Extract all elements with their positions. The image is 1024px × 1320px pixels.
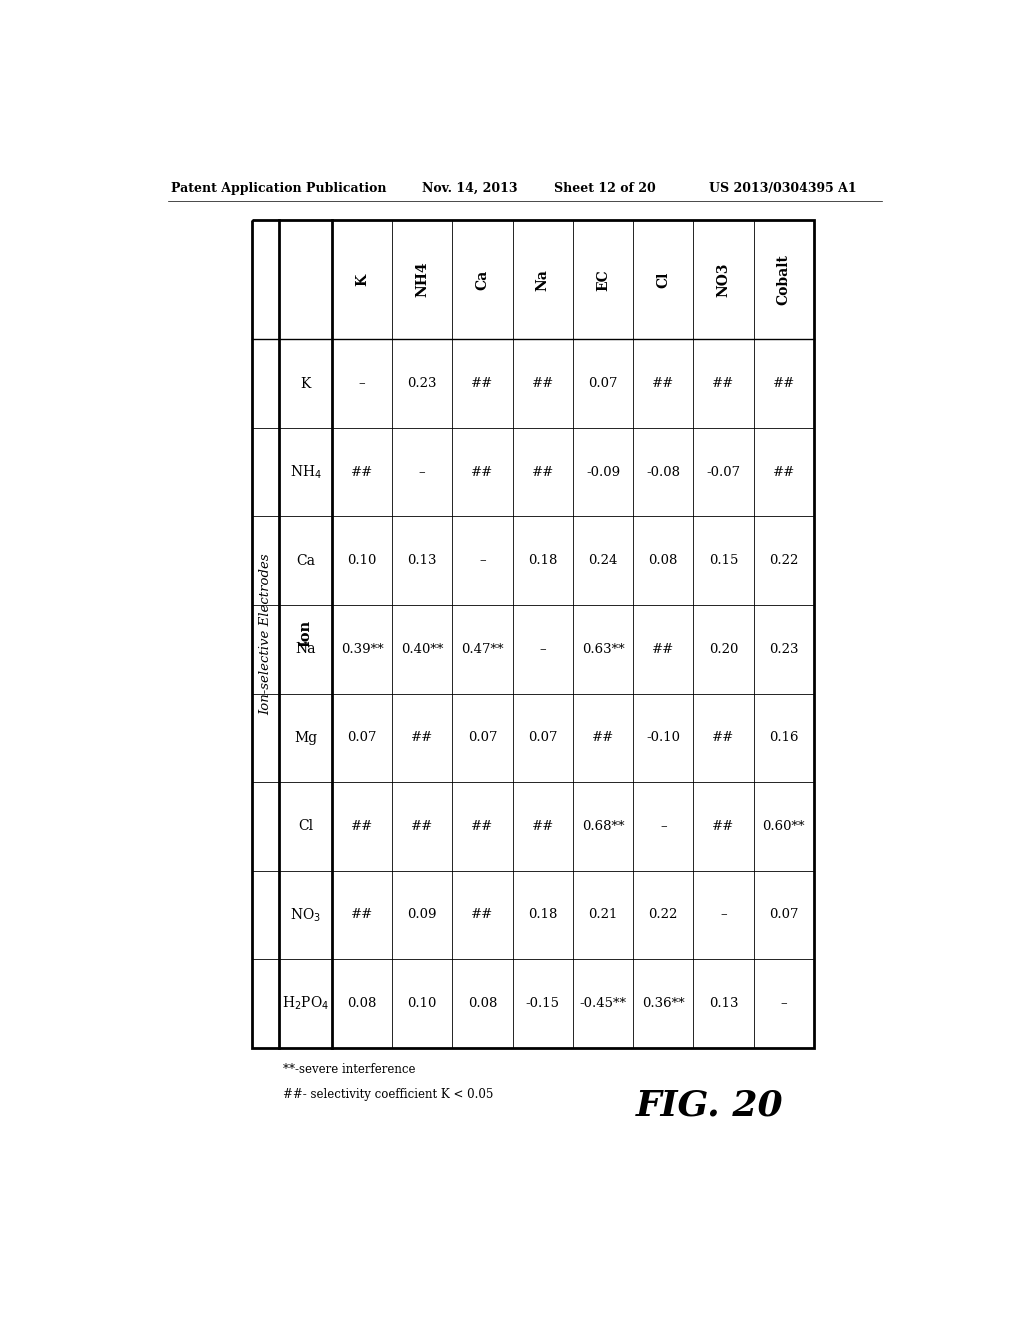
Text: ##: ## xyxy=(471,466,494,479)
Text: ##- selectivity coefficient K < 0.05: ##- selectivity coefficient K < 0.05 xyxy=(283,1088,494,1101)
Text: ##: ## xyxy=(351,820,373,833)
Text: 0.60**: 0.60** xyxy=(763,820,805,833)
Text: 0.18: 0.18 xyxy=(528,554,557,568)
Text: ##: ## xyxy=(411,731,433,744)
Text: Mg: Mg xyxy=(294,731,317,744)
Text: 0.08: 0.08 xyxy=(468,997,498,1010)
Text: EC: EC xyxy=(596,269,610,290)
Text: –: – xyxy=(659,820,667,833)
Text: ##: ## xyxy=(713,378,734,391)
Text: K: K xyxy=(300,376,310,391)
Text: ##: ## xyxy=(471,378,494,391)
Text: 0.07: 0.07 xyxy=(769,908,799,921)
Text: 0.36**: 0.36** xyxy=(642,997,685,1010)
Text: ##: ## xyxy=(531,466,554,479)
Text: 0.63**: 0.63** xyxy=(582,643,625,656)
Text: 0.13: 0.13 xyxy=(709,997,738,1010)
Text: Ion-selective Electrodes: Ion-selective Electrodes xyxy=(259,553,272,714)
Text: 0.40**: 0.40** xyxy=(401,643,443,656)
Text: NO$_3$: NO$_3$ xyxy=(290,907,321,924)
Text: ##: ## xyxy=(471,908,494,921)
Text: 0.07: 0.07 xyxy=(528,731,557,744)
Text: Na: Na xyxy=(295,643,315,656)
Text: 0.18: 0.18 xyxy=(528,908,557,921)
Text: ##: ## xyxy=(773,378,795,391)
Text: ##: ## xyxy=(411,820,433,833)
Text: Patent Application Publication: Patent Application Publication xyxy=(171,182,386,194)
Text: 0.21: 0.21 xyxy=(589,908,617,921)
Text: 0.07: 0.07 xyxy=(588,378,617,391)
Text: Ion: Ion xyxy=(298,620,312,647)
Text: K: K xyxy=(355,273,369,286)
Text: 0.22: 0.22 xyxy=(769,554,799,568)
Text: Cl: Cl xyxy=(656,272,671,288)
Text: 0.47**: 0.47** xyxy=(461,643,504,656)
Text: -0.10: -0.10 xyxy=(646,731,680,744)
Text: -0.09: -0.09 xyxy=(586,466,621,479)
Text: ##: ## xyxy=(351,466,373,479)
Text: –: – xyxy=(720,908,727,921)
Text: 0.10: 0.10 xyxy=(347,554,377,568)
Text: 0.39**: 0.39** xyxy=(341,643,383,656)
Text: ##: ## xyxy=(531,378,554,391)
Text: –: – xyxy=(479,554,485,568)
Text: –: – xyxy=(358,378,366,391)
Text: ##: ## xyxy=(773,466,795,479)
Text: Cobalt: Cobalt xyxy=(777,255,791,305)
Text: 0.08: 0.08 xyxy=(648,554,678,568)
Text: 0.23: 0.23 xyxy=(408,378,437,391)
Text: NH$_4$: NH$_4$ xyxy=(290,463,322,480)
Text: NO3: NO3 xyxy=(717,263,730,297)
Text: Na: Na xyxy=(536,269,550,290)
Text: Ca: Ca xyxy=(475,269,489,290)
Text: ##: ## xyxy=(652,378,675,391)
Text: -0.45**: -0.45** xyxy=(580,997,627,1010)
Text: -0.15: -0.15 xyxy=(525,997,560,1010)
Text: 0.08: 0.08 xyxy=(347,997,377,1010)
Text: ##: ## xyxy=(713,820,734,833)
Text: 0.22: 0.22 xyxy=(648,908,678,921)
Text: NH4: NH4 xyxy=(415,261,429,297)
Text: FIG. 20: FIG. 20 xyxy=(636,1089,783,1122)
Text: 0.24: 0.24 xyxy=(589,554,617,568)
Text: -0.07: -0.07 xyxy=(707,466,740,479)
Text: –: – xyxy=(780,997,787,1010)
Text: Ca: Ca xyxy=(296,553,315,568)
Text: Nov. 14, 2013: Nov. 14, 2013 xyxy=(423,182,518,194)
Text: 0.68**: 0.68** xyxy=(582,820,625,833)
Text: ##: ## xyxy=(592,731,614,744)
Text: 0.15: 0.15 xyxy=(709,554,738,568)
Text: H$_2$PO$_4$: H$_2$PO$_4$ xyxy=(282,995,329,1012)
Text: ##: ## xyxy=(471,820,494,833)
Text: **-severe interference: **-severe interference xyxy=(283,1063,416,1076)
Text: ##: ## xyxy=(713,731,734,744)
Text: 0.07: 0.07 xyxy=(347,731,377,744)
Text: 0.23: 0.23 xyxy=(769,643,799,656)
Text: –: – xyxy=(540,643,546,656)
Text: -0.08: -0.08 xyxy=(646,466,680,479)
Text: 0.10: 0.10 xyxy=(408,997,437,1010)
Text: –: – xyxy=(419,466,426,479)
Text: 0.07: 0.07 xyxy=(468,731,498,744)
Text: Cl: Cl xyxy=(298,820,313,833)
Text: 0.16: 0.16 xyxy=(769,731,799,744)
Text: Sheet 12 of 20: Sheet 12 of 20 xyxy=(554,182,656,194)
Text: ##: ## xyxy=(351,908,373,921)
Text: US 2013/0304395 A1: US 2013/0304395 A1 xyxy=(710,182,857,194)
Text: 0.09: 0.09 xyxy=(408,908,437,921)
Text: ##: ## xyxy=(652,643,675,656)
Text: ##: ## xyxy=(531,820,554,833)
Text: 0.20: 0.20 xyxy=(709,643,738,656)
Text: 0.13: 0.13 xyxy=(408,554,437,568)
